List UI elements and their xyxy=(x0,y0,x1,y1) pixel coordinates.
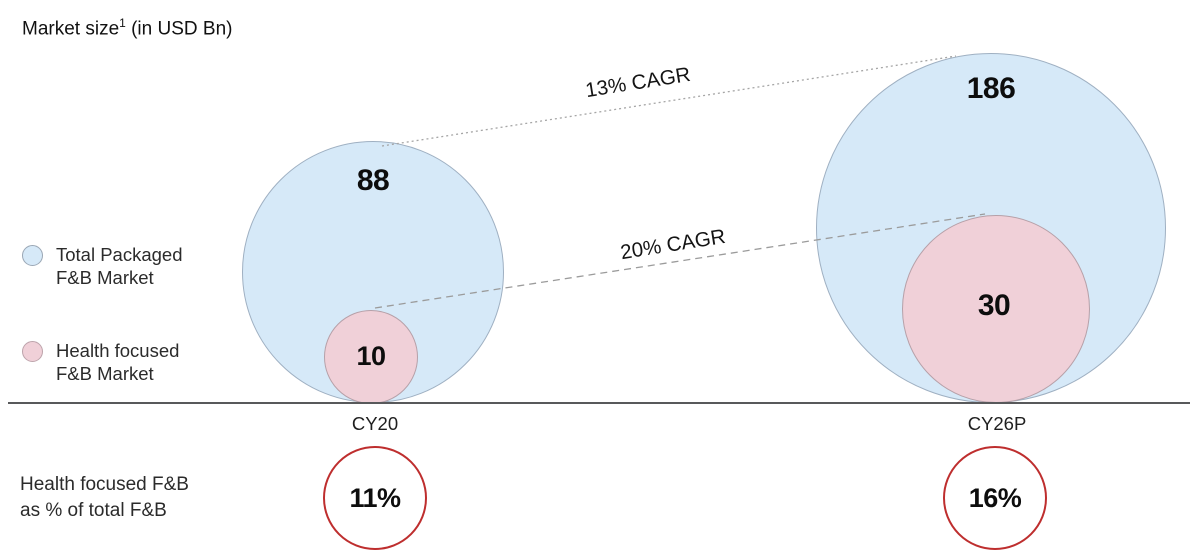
ratio-circle-cy26p: 16% xyxy=(943,446,1047,550)
chart-title: Market size1 (in USD Bn) xyxy=(22,16,232,40)
bubble-health-cy20 xyxy=(324,310,418,404)
legend-label-line: F&B Market xyxy=(56,363,154,384)
bubble-value-total-cy20: 88 xyxy=(356,164,390,197)
legend-swatch-health-focused-icon xyxy=(22,341,43,362)
cagr-label-total: 13% CAGR xyxy=(583,62,693,103)
footer-metric-label-line: as % of total F&B xyxy=(20,500,167,521)
chart-title-footnote-marker: 1 xyxy=(119,16,126,30)
footer-metric-label-line: Health focused F&B xyxy=(20,474,189,495)
bubble-value-health-cy26p: 30 xyxy=(977,289,1011,322)
legend-item-total-packaged: Total Packaged F&B Market xyxy=(22,243,183,289)
legend-label-line: Total Packaged xyxy=(56,244,183,265)
bubble-value-health-cy20: 10 xyxy=(356,341,386,371)
ratio-value-cy20: 11% xyxy=(349,482,401,513)
ratio-value-cy26p: 16% xyxy=(968,482,1022,513)
ratio-circle-cy20: 11% xyxy=(323,446,427,550)
legend-label-line: F&B Market xyxy=(56,267,154,288)
legend-item-health-focused: Health focused F&B Market xyxy=(22,339,179,385)
cagr-label-health: 20% CAGR xyxy=(618,224,728,265)
bubble-value-total-cy26p: 186 xyxy=(966,72,1016,105)
axis-label-cy20: CY20 xyxy=(351,413,399,434)
legend-label-health-focused: Health focused F&B Market xyxy=(56,339,179,385)
legend-label-total-packaged: Total Packaged F&B Market xyxy=(56,243,183,289)
legend-label-line: Health focused xyxy=(56,340,180,361)
chart-title-text: Market size xyxy=(22,18,120,40)
chart-title-units: (in USD Bn) xyxy=(125,18,233,40)
axis-label-cy26p: CY26P xyxy=(967,413,1027,434)
legend-swatch-total-packaged-icon xyxy=(22,245,43,266)
x-axis-baseline xyxy=(8,402,1190,404)
footer-metric-label: Health focused F&B as % of total F&B xyxy=(20,472,189,524)
